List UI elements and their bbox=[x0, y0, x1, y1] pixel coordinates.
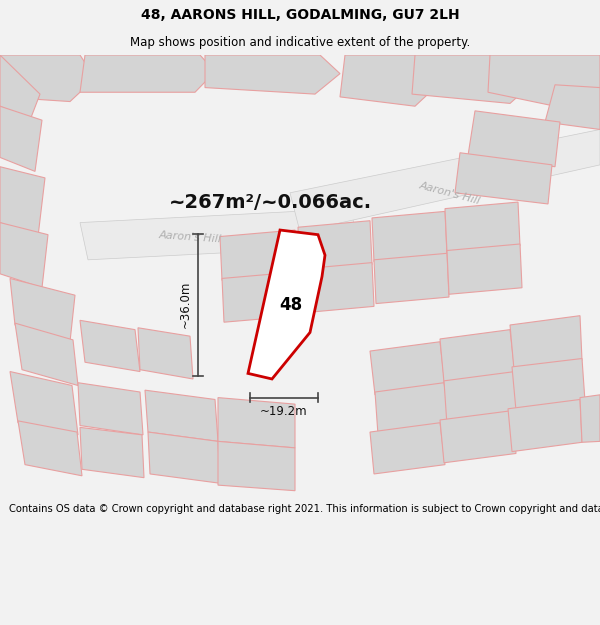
Polygon shape bbox=[80, 55, 215, 92]
Polygon shape bbox=[455, 152, 552, 204]
Polygon shape bbox=[412, 55, 535, 103]
Polygon shape bbox=[138, 328, 193, 379]
Polygon shape bbox=[0, 106, 42, 171]
Text: 48, AARONS HILL, GODALMING, GU7 2LH: 48, AARONS HILL, GODALMING, GU7 2LH bbox=[140, 8, 460, 22]
Polygon shape bbox=[222, 272, 300, 322]
Text: 48: 48 bbox=[280, 296, 302, 314]
Polygon shape bbox=[440, 329, 515, 382]
Polygon shape bbox=[375, 382, 450, 435]
Polygon shape bbox=[205, 55, 340, 94]
Polygon shape bbox=[220, 230, 298, 280]
Polygon shape bbox=[370, 342, 445, 395]
Polygon shape bbox=[80, 209, 360, 260]
Polygon shape bbox=[0, 55, 95, 101]
Polygon shape bbox=[545, 85, 600, 129]
Polygon shape bbox=[374, 253, 449, 304]
Polygon shape bbox=[340, 55, 440, 106]
Polygon shape bbox=[10, 279, 75, 342]
Polygon shape bbox=[488, 55, 600, 106]
Polygon shape bbox=[80, 428, 144, 478]
Polygon shape bbox=[80, 321, 140, 371]
Polygon shape bbox=[218, 441, 295, 491]
Polygon shape bbox=[298, 221, 372, 271]
Polygon shape bbox=[0, 167, 45, 236]
Polygon shape bbox=[512, 359, 585, 411]
Text: Aaron's Hill: Aaron's Hill bbox=[158, 230, 222, 244]
Polygon shape bbox=[510, 316, 582, 369]
Polygon shape bbox=[370, 422, 445, 474]
Polygon shape bbox=[300, 262, 374, 313]
Polygon shape bbox=[0, 55, 40, 120]
Polygon shape bbox=[248, 230, 325, 379]
Polygon shape bbox=[468, 111, 560, 167]
Polygon shape bbox=[372, 211, 447, 262]
Polygon shape bbox=[445, 202, 520, 252]
Polygon shape bbox=[447, 244, 522, 294]
Polygon shape bbox=[15, 323, 78, 386]
Polygon shape bbox=[508, 399, 582, 452]
Text: ~36.0m: ~36.0m bbox=[179, 281, 191, 328]
Polygon shape bbox=[0, 222, 48, 288]
Polygon shape bbox=[10, 371, 78, 435]
Polygon shape bbox=[444, 371, 518, 426]
Text: Contains OS data © Crown copyright and database right 2021. This information is : Contains OS data © Crown copyright and d… bbox=[9, 504, 600, 514]
Polygon shape bbox=[290, 129, 600, 232]
Polygon shape bbox=[218, 398, 295, 448]
Polygon shape bbox=[440, 411, 516, 462]
Polygon shape bbox=[78, 382, 143, 435]
Text: Map shows position and indicative extent of the property.: Map shows position and indicative extent… bbox=[130, 36, 470, 49]
Text: ~267m²/~0.066ac.: ~267m²/~0.066ac. bbox=[169, 192, 371, 212]
Polygon shape bbox=[580, 395, 600, 442]
Text: Aaron's Hill: Aaron's Hill bbox=[418, 180, 482, 206]
Polygon shape bbox=[148, 432, 220, 483]
Text: ~19.2m: ~19.2m bbox=[260, 405, 308, 418]
Polygon shape bbox=[145, 390, 218, 441]
Polygon shape bbox=[18, 421, 82, 476]
